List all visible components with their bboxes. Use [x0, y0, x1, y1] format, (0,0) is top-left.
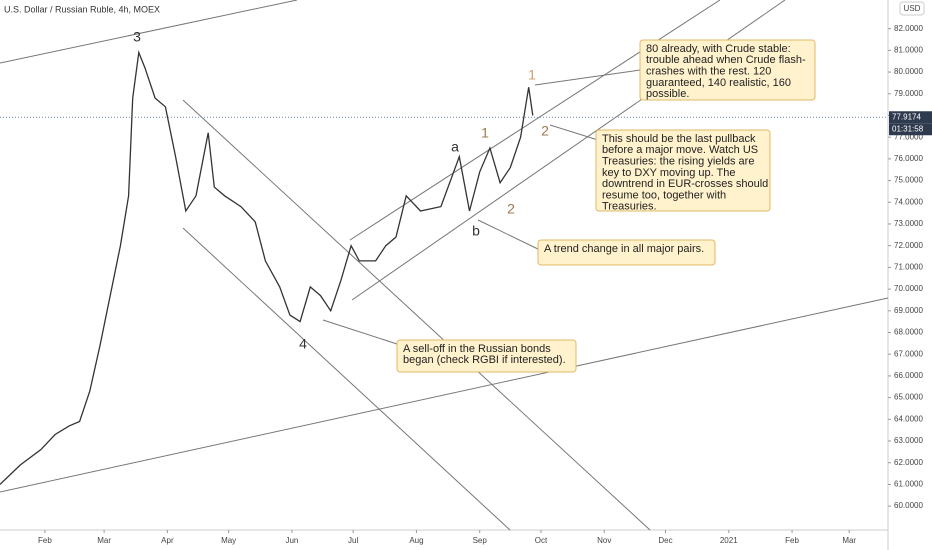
- price-line: [0, 49, 534, 485]
- callout-text: A trend change in all major pairs.: [544, 243, 704, 255]
- y-tick-label: 76.0000: [894, 154, 923, 163]
- callout-text: resume too, together with: [602, 189, 726, 201]
- last-price: 77.9174: [892, 112, 921, 121]
- wave-label: b: [472, 223, 480, 239]
- trend-line: [0, 0, 298, 64]
- currency-box: [899, 1, 925, 16]
- y-tick-label: 81.0000: [894, 45, 923, 54]
- x-tick-label: May: [221, 536, 236, 545]
- y-tick-label: 63.0000: [894, 436, 923, 445]
- wave-label: 1: [528, 67, 536, 83]
- y-tick-label: 68.0000: [894, 328, 923, 337]
- countdown: 01:31:58: [892, 124, 924, 133]
- wave-label: 2: [507, 201, 515, 217]
- x-tick-label: 2021: [720, 536, 738, 545]
- callout-box: [537, 239, 716, 266]
- y-tick-label: 77.0000: [894, 132, 923, 141]
- callout-text: A sell-off in the Russian bonds: [403, 343, 551, 355]
- y-tick-label: 65.0000: [894, 393, 923, 402]
- trend-line: [0, 297, 889, 493]
- callout-box: [639, 39, 816, 101]
- connector: [534, 69, 641, 86]
- wave-label: 3: [133, 29, 141, 45]
- y-tick-label: 62.0000: [894, 458, 923, 467]
- callout-text: began (check RGBI if interested).: [403, 354, 566, 366]
- x-tick-label: Nov: [597, 536, 611, 545]
- x-tick-label: Feb: [785, 536, 799, 545]
- x-tick-label: Mar: [842, 536, 856, 545]
- callout-text: Treasuries: the rising yields are: [602, 156, 754, 168]
- callout-text: crashes with the rest. 120: [646, 66, 771, 78]
- currency: USD: [904, 4, 921, 13]
- y-tick-label: 72.0000: [894, 241, 923, 250]
- connector: [322, 319, 401, 346]
- wave-label: 1: [481, 125, 489, 141]
- x-tick-label: Jul: [348, 536, 358, 545]
- price-axis: [888, 0, 932, 550]
- callout-text: possible.: [646, 88, 689, 100]
- wave-label: 2: [541, 123, 549, 139]
- y-tick-label: 69.0000: [894, 306, 923, 315]
- connector: [549, 124, 599, 141]
- callout-text: before a major move. Watch US: [602, 144, 758, 156]
- connector: [477, 219, 541, 251]
- chart-title: U.S. Dollar / Russian Ruble, 4h, MOEX: [4, 4, 160, 14]
- y-tick-label: 61.0000: [894, 480, 923, 489]
- y-tick-label: 82.0000: [894, 24, 923, 33]
- x-tick-label: Feb: [38, 536, 52, 545]
- wave-label: a: [451, 139, 459, 155]
- x-tick-label: Apr: [161, 536, 174, 545]
- x-tick-label: Jun: [285, 536, 298, 545]
- y-tick-label: 60.0000: [894, 501, 923, 510]
- wave-label: 4: [299, 336, 307, 352]
- callout-box: [595, 129, 771, 212]
- y-tick-label: 79.0000: [894, 89, 923, 98]
- y-tick-label: 67.0000: [894, 349, 923, 358]
- callout-text: This should be the last pullback: [602, 133, 756, 145]
- callout-box: [396, 339, 577, 373]
- callout-text: key to DXY moving up. The: [602, 167, 736, 179]
- callout-text: Treasuries.: [602, 201, 657, 213]
- y-tick-label: 80.0000: [894, 67, 923, 76]
- y-tick-label: 75.0000: [894, 176, 923, 185]
- y-tick-label: 73.0000: [894, 219, 923, 228]
- x-tick-label: Aug: [409, 536, 423, 545]
- x-tick-label: Dec: [658, 536, 672, 545]
- y-tick-label: 64.0000: [894, 414, 923, 423]
- trend-line: [182, 227, 511, 531]
- y-tick-label: 70.0000: [894, 284, 923, 293]
- callout-text: 80 already, with Crude stable:: [646, 43, 791, 55]
- callout-text: guaranteed, 140 realistic, 160: [646, 77, 791, 89]
- y-tick-label: 66.0000: [894, 371, 923, 380]
- x-tick-label: Mar: [97, 536, 111, 545]
- trend-line: [182, 99, 651, 531]
- x-tick-label: Sep: [473, 536, 488, 545]
- y-tick-label: 71.0000: [894, 262, 923, 271]
- callout-text: trouble ahead when Crude flash-: [646, 54, 806, 66]
- y-tick-label: 74.0000: [894, 197, 923, 206]
- callout-text: downtrend in EUR-crosses should: [602, 178, 768, 190]
- countdown-tag: [889, 123, 932, 136]
- last-price-tag: [889, 111, 932, 124]
- x-tick-label: Oct: [535, 536, 548, 545]
